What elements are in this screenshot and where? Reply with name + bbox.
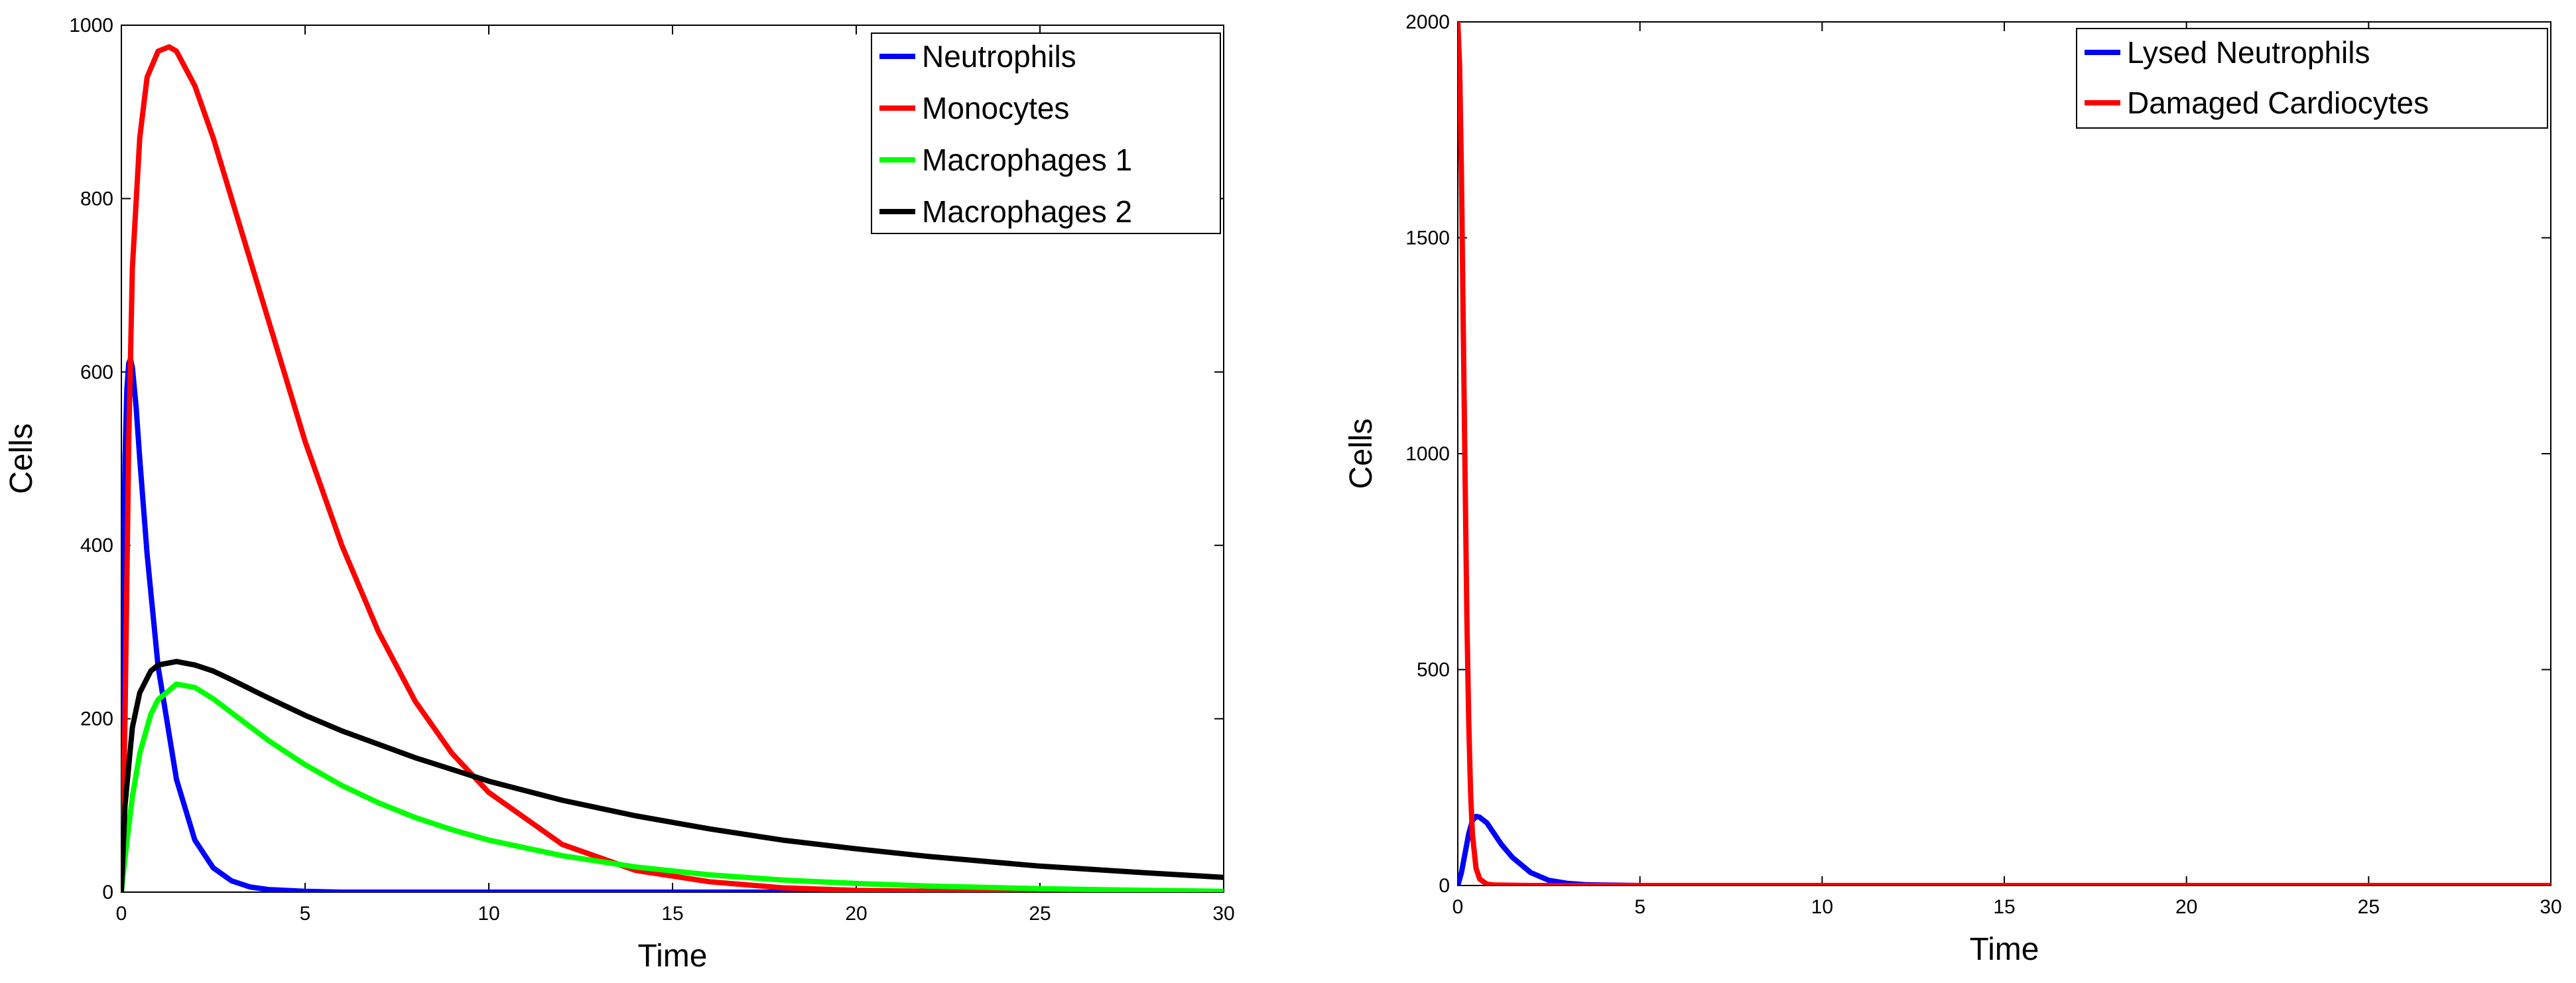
legend-item-macrophages-2: Macrophages 2	[879, 194, 1132, 229]
y-tick-label: 1500	[1405, 228, 1450, 249]
x-tick-label: 20	[2175, 896, 2197, 918]
legend-box	[2076, 28, 2548, 129]
x-axis-label: Time	[638, 939, 708, 974]
legend-label: Neutrophils	[922, 39, 1076, 74]
legend-item-neutrophils: Neutrophils	[879, 39, 1076, 74]
y-axis-label: Cells	[4, 423, 39, 494]
legend-item-lysed-neutrophils: Lysed Neutrophils	[2085, 35, 2370, 70]
x-tick-label: 25	[2358, 896, 2380, 918]
y-tick-label: 800	[80, 188, 113, 210]
x-tick-label: 30	[1212, 903, 1234, 925]
x-tick-label: 5	[300, 903, 311, 925]
x-axis-label: Time	[1970, 932, 2039, 967]
series-line-macrophages-2	[121, 659, 1224, 892]
x-tick-label: 20	[845, 903, 867, 925]
y-tick-label: 400	[80, 535, 113, 557]
legend-box	[871, 33, 1221, 234]
series-line-monocytes	[121, 44, 1224, 892]
legend: Lysed Neutrophils Damaged Cardiocytes	[2076, 28, 2548, 129]
legend-label: Damaged Cardiocytes	[2127, 86, 2429, 120]
legend-label: Macrophages 2	[922, 194, 1132, 229]
legend-item-macrophages-1: Macrophages 1	[879, 143, 1132, 177]
x-tick-label: 25	[1029, 903, 1051, 925]
y-tick-label: 200	[80, 708, 113, 730]
x-tick-label: 15	[1993, 896, 2015, 918]
y-tick-label: 600	[80, 361, 113, 383]
x-tick-label: 15	[661, 903, 683, 925]
legend-item-damaged-cardiocytes: Damaged Cardiocytes	[2085, 86, 2429, 120]
chart-right: 0 5 10 15 20 25 30 0 500 1000 1500 2000 Time Cells Lys…	[1344, 11, 2562, 967]
legend-label: Macrophages 1	[922, 143, 1132, 177]
y-tick-label: 0	[1439, 875, 1450, 897]
series-line-macrophages-1	[121, 681, 1224, 892]
y-tick-label: 1000	[1405, 443, 1450, 465]
legend-label: Monocytes	[922, 91, 1069, 125]
legend-label: Lysed Neutrophils	[2127, 35, 2370, 70]
series-line-damaged-cardiocytes	[1458, 22, 2551, 885]
legend-item-monocytes: Monocytes	[879, 91, 1069, 125]
x-tick-label: 5	[1634, 896, 1645, 918]
y-axis-label: Cells	[1344, 419, 1379, 490]
y-tick-label: 500	[1417, 659, 1450, 681]
x-tick-label: 30	[2540, 896, 2561, 918]
x-tick-label: 10	[478, 903, 499, 925]
legend: Neutrophils Monocytes Macrophages 1 Macroph…	[871, 33, 1221, 234]
x-tick-label: 0	[116, 903, 127, 925]
y-tick-label: 2000	[1405, 11, 1450, 33]
x-tick-label: 10	[1811, 896, 1833, 918]
x-tick-label: 0	[1452, 896, 1464, 918]
y-tick-label: 1000	[69, 15, 113, 36]
chart-left: 0 5 10 15 20 25 30 0 200 400 600 800 1000 Time Cells Ne…	[4, 15, 1235, 974]
y-tick-label: 0	[102, 882, 113, 903]
